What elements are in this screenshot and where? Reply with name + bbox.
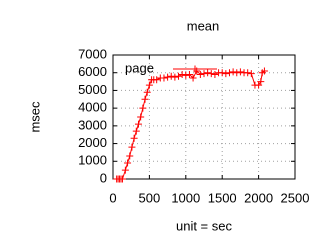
plot-frame	[112, 54, 296, 180]
y-tick-label: 0	[100, 170, 107, 185]
data-point	[137, 113, 145, 121]
y-tick-label: 6000	[78, 64, 107, 79]
data-point	[211, 70, 219, 78]
data-point	[145, 81, 153, 89]
y-tick-label: 4000	[78, 100, 107, 115]
x-tick-label: 500	[139, 190, 161, 205]
data-point	[229, 68, 237, 76]
data-point	[225, 69, 233, 77]
data-point	[196, 70, 204, 78]
data-point	[204, 69, 212, 77]
legend-marker	[191, 65, 199, 73]
data-point	[200, 70, 208, 78]
data-point	[171, 73, 179, 81]
data-point	[121, 166, 129, 174]
y-tick-label: 7000	[78, 46, 107, 61]
y-axis-label: msec	[27, 101, 42, 133]
y-tick-label: 5000	[78, 82, 107, 97]
x-tick-label: 0	[109, 190, 116, 205]
data-point	[126, 152, 134, 160]
data-point	[182, 71, 190, 79]
data-point	[134, 120, 142, 128]
data-point	[244, 69, 252, 77]
data-point	[132, 127, 140, 135]
data-point	[141, 95, 149, 103]
data-point	[143, 88, 151, 96]
data-point	[139, 104, 147, 112]
data-point	[236, 68, 244, 76]
x-tick-label: 2000	[244, 190, 273, 205]
chart-title: mean	[187, 18, 220, 33]
data-point	[185, 70, 193, 78]
data-point	[247, 70, 255, 78]
legend-label: page	[125, 60, 154, 75]
data-point	[260, 67, 268, 75]
y-tick-label: 3000	[78, 117, 107, 132]
data-point	[118, 175, 126, 183]
data-point	[153, 76, 161, 84]
data-point	[164, 73, 172, 81]
data-point	[167, 72, 175, 80]
data-point	[128, 143, 136, 151]
data-point	[178, 70, 186, 78]
data-point	[130, 134, 138, 142]
x-tick-label: 1500	[208, 190, 237, 205]
data-point	[218, 69, 226, 77]
data-point	[257, 78, 265, 86]
y-tick-label: 1000	[78, 153, 107, 168]
x-axis-label: unit = sec	[176, 218, 233, 233]
x-tick-label: 1000	[171, 190, 200, 205]
data-point	[255, 81, 263, 89]
data-point	[233, 69, 241, 77]
data-point	[124, 159, 132, 167]
data-point	[189, 74, 197, 82]
data-point	[160, 74, 168, 82]
data-point	[175, 72, 183, 80]
data-point	[207, 70, 215, 78]
x-tick-label: 2500	[281, 190, 310, 205]
y-tick-label: 2000	[78, 135, 107, 150]
data-point	[222, 70, 230, 78]
